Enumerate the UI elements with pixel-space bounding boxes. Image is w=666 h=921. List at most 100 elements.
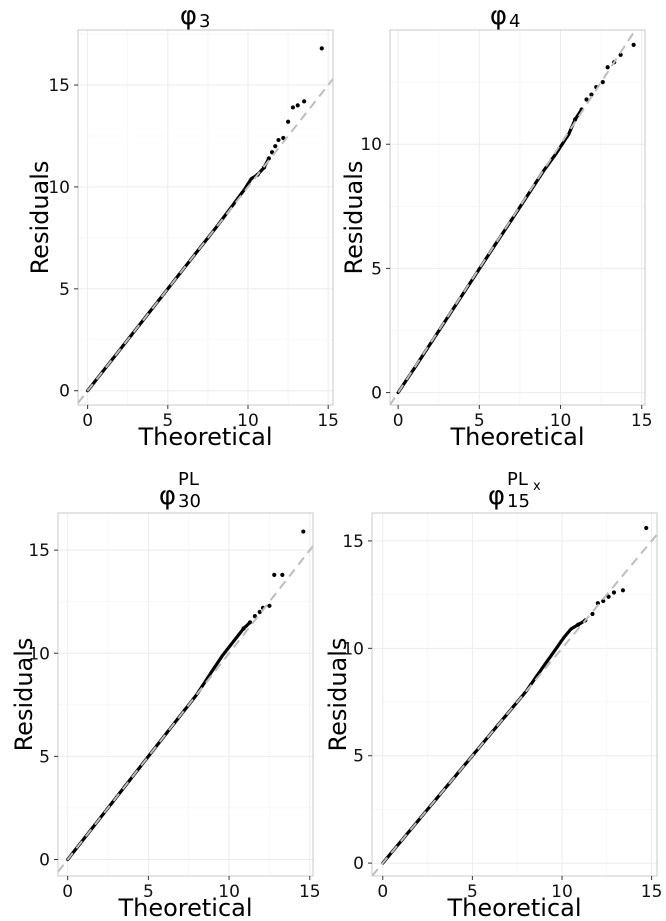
qq-point: [605, 65, 610, 70]
y-tick-label: 5: [353, 747, 364, 767]
y-axis-label: Residuals: [324, 638, 352, 752]
gridlines: [390, 30, 645, 405]
qq-point: [595, 601, 600, 606]
x-tick-label: 5: [467, 882, 478, 902]
qq-point: [590, 611, 595, 617]
x-tick-label: 15: [317, 411, 339, 431]
qq-point: [601, 598, 606, 604]
y-tick-label: 15: [342, 532, 364, 552]
x-axis-label: Theoretical: [449, 423, 584, 451]
qq-point: [281, 135, 286, 141]
qq-point: [606, 594, 611, 599]
qq-point: [241, 626, 246, 631]
qq-point: [618, 52, 623, 57]
y-tick-label: 15: [48, 76, 70, 96]
qq-point: [266, 156, 271, 161]
y-tick-label: 5: [371, 259, 382, 279]
x-axis-label: Theoretical: [137, 423, 272, 451]
plot-background: [372, 513, 657, 876]
qq-point: [290, 105, 296, 110]
qq-point: [247, 620, 253, 625]
qq-point: [600, 80, 605, 85]
x-tick-label: 10: [237, 411, 259, 431]
y-tick-label: 15: [28, 541, 50, 561]
x-tick-label: 0: [62, 882, 73, 902]
y-axis-label: Residuals: [10, 638, 38, 752]
x-tick-label: 5: [474, 411, 485, 431]
y-axis-label: Residuals: [340, 161, 368, 275]
x-tick-label: 10: [218, 882, 240, 902]
plot-border: [77, 29, 334, 406]
qq-point: [589, 92, 594, 97]
qq-point: [584, 97, 589, 102]
title-symbol: φ: [180, 1, 197, 31]
plot-border: [389, 29, 646, 406]
title-symbol: φ: [490, 1, 507, 31]
y-tick-label: 10: [342, 639, 364, 659]
x-tick-label: 0: [377, 882, 388, 902]
x-tick-label: 15: [299, 882, 321, 902]
qq-point: [252, 614, 257, 619]
x-tick-label: 10: [551, 882, 573, 902]
qq-point: [280, 572, 285, 577]
y-axis-label: Residuals: [26, 161, 54, 275]
qq-points-dense: [381, 618, 587, 865]
qq-point: [269, 150, 275, 155]
x-axis-label: Theoretical: [446, 894, 581, 921]
reference-line: [390, 30, 637, 405]
qq-point: [576, 622, 581, 627]
x-tick-label: 10: [550, 411, 572, 431]
x-tick-label: 15: [631, 411, 653, 431]
y-tick-label: 0: [39, 851, 50, 871]
title-subscript: 3: [199, 11, 210, 32]
y-tick-label: 10: [48, 178, 70, 198]
gridlines: [78, 30, 333, 405]
x-tick-label: 0: [393, 411, 404, 431]
title-superscript-subscript: x: [533, 479, 541, 494]
qq-point: [644, 525, 649, 531]
qq-point: [302, 99, 307, 104]
reference-line: [58, 545, 313, 873]
qq-point: [267, 603, 272, 608]
title-symbol: φ: [159, 481, 176, 511]
x-tick-label: 15: [641, 882, 663, 902]
y-tick-label: 0: [59, 382, 70, 402]
plot-border: [371, 512, 658, 877]
title-subscript: 15: [507, 491, 530, 512]
plot-border: [57, 512, 314, 877]
qq-point: [319, 46, 324, 51]
title-superscript: PL: [178, 469, 199, 490]
qq-point: [611, 590, 617, 595]
y-tick-label: 5: [59, 280, 70, 300]
reference-line: [78, 78, 333, 404]
title-subscript: 30: [178, 491, 201, 512]
y-tick-label: 5: [39, 747, 50, 767]
qq-point: [257, 609, 262, 615]
gridlines: [372, 513, 657, 876]
x-tick-label: 5: [162, 411, 173, 431]
qq-point: [276, 137, 281, 143]
x-axis-label: Theoretical: [117, 894, 252, 921]
panel-1: 0 5 10 15 0 5 10 15 Theoretical Residuals φ 3: [26, 1, 339, 451]
y-tick-label: 10: [28, 644, 50, 664]
qq-point: [573, 117, 578, 122]
qq-point: [295, 103, 300, 108]
qq-point: [620, 588, 626, 593]
plot-background: [78, 30, 333, 405]
y-tick-label: 10: [360, 135, 382, 155]
title-superscript: PL: [507, 469, 528, 490]
qq-point: [272, 572, 277, 577]
title-subscript: 4: [509, 11, 520, 32]
gridlines: [58, 513, 313, 876]
y-tick-label: 0: [371, 384, 382, 404]
title-symbol: φ: [488, 481, 505, 511]
x-tick-label: 0: [82, 411, 93, 431]
qq-point: [285, 119, 291, 124]
